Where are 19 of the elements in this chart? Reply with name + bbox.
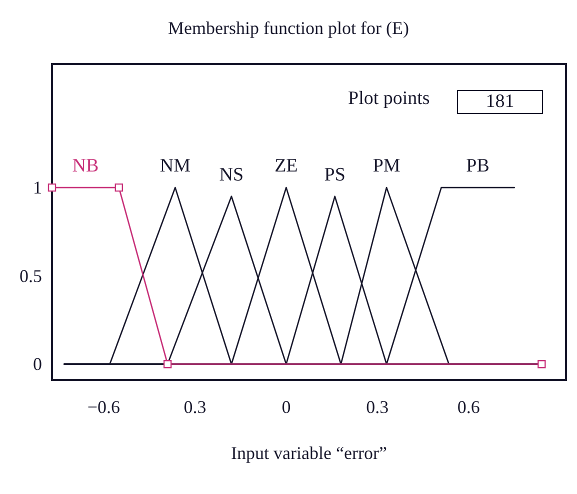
series-label: PS: [324, 164, 346, 186]
y-tick-label: 1: [33, 178, 42, 198]
x-axis-title: Input variable “error”: [231, 443, 387, 463]
series-label: ZE: [274, 156, 298, 177]
annotation: Plot points: [348, 88, 430, 110]
y-tick-label: 0.5: [20, 266, 42, 286]
x-tick-label: 0.3: [184, 397, 206, 417]
series-label: NB: [72, 156, 99, 177]
y-tick-label: 0: [33, 354, 42, 374]
text-field: 181: [457, 90, 543, 114]
x-tick-label: −0.6: [87, 397, 120, 417]
series-label: PM: [372, 156, 400, 177]
x-tick-label: 0: [282, 397, 291, 417]
series-label: NM: [160, 156, 191, 177]
chart-title: Membership function plot for (E): [168, 18, 409, 38]
x-tick-label: 0.6: [457, 397, 480, 417]
series-label: NS: [219, 164, 244, 186]
series-label: PB: [466, 156, 490, 177]
x-tick-label: 0.3: [366, 397, 389, 417]
